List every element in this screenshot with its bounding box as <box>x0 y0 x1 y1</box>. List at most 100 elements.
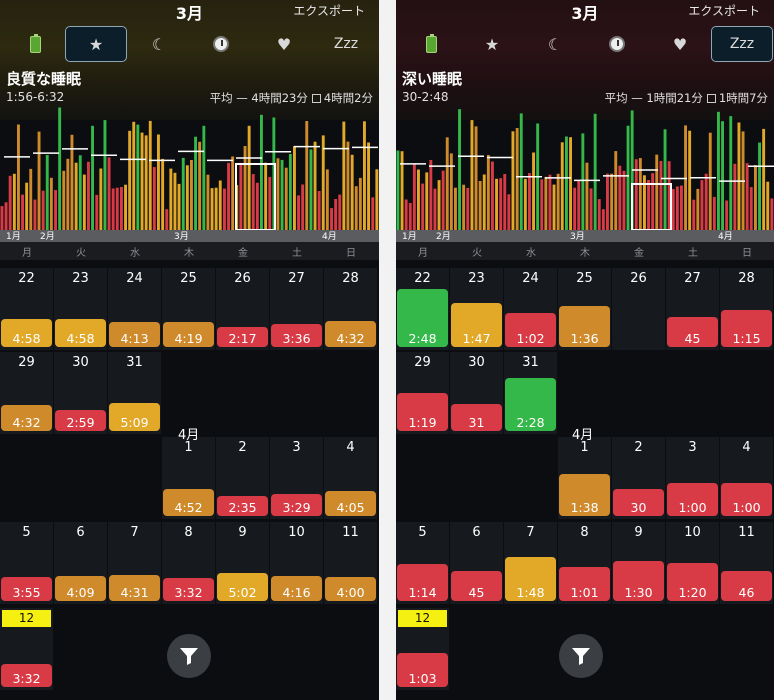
day-cell[interactable]: 7 1:48 <box>504 522 557 604</box>
day-cell[interactable]: 8 3:32 <box>162 522 215 604</box>
day-cell[interactable]: 26 <box>612 268 665 350</box>
day-number: 23 <box>72 271 89 286</box>
heart-icon: ♥ <box>276 34 292 54</box>
history-bar <box>626 125 630 230</box>
tab-star[interactable]: ★ <box>65 26 127 62</box>
history-bar <box>218 180 222 230</box>
history-bar <box>519 113 523 230</box>
day-cell[interactable]: 10 1:20 <box>666 522 719 604</box>
compare-checkbox[interactable] <box>311 94 321 103</box>
day-cell[interactable]: 1 1:38 <box>558 437 611 519</box>
day-cell[interactable]: 25 4:19 <box>162 268 215 350</box>
history-bar <box>227 162 230 230</box>
day-cell[interactable]: 6 45 <box>450 522 503 604</box>
day-cell[interactable]: 2 30 <box>612 437 665 519</box>
day-cell[interactable]: 22 2:48 <box>396 268 449 350</box>
weekday-label: 水 <box>130 248 140 259</box>
history-chart[interactable]: 1月 2月 3月 4月 <box>0 100 379 242</box>
history-bar <box>301 184 305 230</box>
tab-zzz[interactable]: Zzz <box>315 26 377 62</box>
day-cell[interactable]: 22 4:58 <box>0 268 53 350</box>
day-cell[interactable]: 3 1:00 <box>666 437 719 519</box>
tab-star[interactable]: ★ <box>461 26 523 62</box>
day-cell[interactable]: 26 2:17 <box>216 268 269 350</box>
history-bar <box>284 167 288 230</box>
day-cell[interactable]: 12 1:03 <box>396 608 449 690</box>
day-cell[interactable]: 24 4:13 <box>108 268 161 350</box>
history-bar <box>762 128 766 230</box>
filter-button[interactable] <box>167 634 211 678</box>
history-bar <box>425 172 429 230</box>
day-cell[interactable]: 30 2:59 <box>54 352 107 434</box>
history-bar <box>371 197 375 230</box>
day-cell[interactable]: 3 3:29 <box>270 437 323 519</box>
day-cell[interactable]: 4 1:00 <box>720 437 773 519</box>
day-cell[interactable]: 2 2:35 <box>216 437 269 519</box>
day-cell[interactable]: 29 1:19 <box>396 352 449 434</box>
history-bar <box>462 184 466 230</box>
history-bar <box>115 187 119 230</box>
history-bar <box>70 134 74 230</box>
day-cell[interactable]: 5 1:14 <box>396 522 449 604</box>
day-cell[interactable]: 28 1:15 <box>720 268 773 350</box>
day-cell[interactable]: 29 4:32 <box>0 352 53 434</box>
tab-zzz[interactable]: Zzz <box>711 26 773 62</box>
day-cell[interactable]: 11 46 <box>720 522 773 604</box>
day-cell[interactable]: 5 3:55 <box>0 522 53 604</box>
zzz-icon: Zzz <box>333 36 359 52</box>
day-cell[interactable]: 1 4:52 <box>162 437 215 519</box>
history-bar <box>350 154 354 230</box>
day-cell[interactable]: 8 1:01 <box>558 522 611 604</box>
history-bar <box>593 113 597 230</box>
time-axis <box>396 230 774 242</box>
day-cell[interactable]: 28 4:32 <box>324 268 377 350</box>
day-cell[interactable]: 23 1:47 <box>450 268 503 350</box>
export-button[interactable]: エクスポート <box>688 4 760 18</box>
day-cell[interactable]: 12 3:32 <box>0 608 53 690</box>
history-bar <box>758 142 761 230</box>
weekday-label: 日 <box>742 248 752 259</box>
day-cell[interactable]: 27 45 <box>666 268 719 350</box>
history-bar <box>87 161 90 230</box>
day-cell[interactable]: 7 4:31 <box>108 522 161 604</box>
day-cell[interactable]: 10 4:16 <box>270 522 323 604</box>
tab-battery[interactable] <box>4 26 66 62</box>
day-cell[interactable]: 6 4:09 <box>54 522 107 604</box>
day-cell[interactable]: 25 1:36 <box>558 268 611 350</box>
tab-heart[interactable]: ♥ <box>649 26 711 62</box>
day-cell[interactable]: 30 31 <box>450 352 503 434</box>
day-cell[interactable]: 31 2:28 <box>504 352 557 434</box>
day-cell[interactable]: 11 4:00 <box>324 522 377 604</box>
history-bar <box>540 179 544 230</box>
day-number: 27 <box>684 271 701 286</box>
day-number: 1 <box>580 440 589 455</box>
tab-heart[interactable]: ♥ <box>253 26 315 62</box>
day-cell[interactable]: 9 1:30 <box>612 522 665 604</box>
tab-moon[interactable]: ☾ <box>524 26 586 62</box>
history-bar <box>334 199 338 230</box>
tab-clock[interactable] <box>586 26 648 62</box>
average-summary: 平均 — 1時間21分 1時間7分 <box>605 90 768 106</box>
history-bar <box>507 194 511 230</box>
history-bar <box>581 133 585 230</box>
tab-battery[interactable] <box>400 26 462 62</box>
tab-clock[interactable] <box>190 26 252 62</box>
day-cell[interactable]: 24 1:02 <box>504 268 557 350</box>
history-chart[interactable]: 1月 2月 3月 4月 <box>396 100 774 242</box>
metric-title: 良質な睡眠 <box>6 70 82 88</box>
day-value-bar: 4:16 <box>271 576 322 601</box>
day-cell[interactable]: 27 3:36 <box>270 268 323 350</box>
day-cell[interactable]: 9 5:02 <box>216 522 269 604</box>
history-bar <box>33 199 37 230</box>
day-cell[interactable]: 31 5:09 <box>108 352 161 434</box>
day-number: 6 <box>76 525 85 540</box>
day-cell[interactable]: 4 4:05 <box>324 437 377 519</box>
export-button[interactable]: エクスポート <box>293 4 365 18</box>
compare-checkbox[interactable] <box>706 94 716 103</box>
tab-moon[interactable]: ☾ <box>128 26 190 62</box>
history-bar <box>610 173 614 230</box>
axis-month-label: 4月 <box>718 231 733 242</box>
day-cell[interactable]: 23 4:58 <box>54 268 107 350</box>
history-bar <box>12 173 16 230</box>
filter-button[interactable] <box>559 634 603 678</box>
